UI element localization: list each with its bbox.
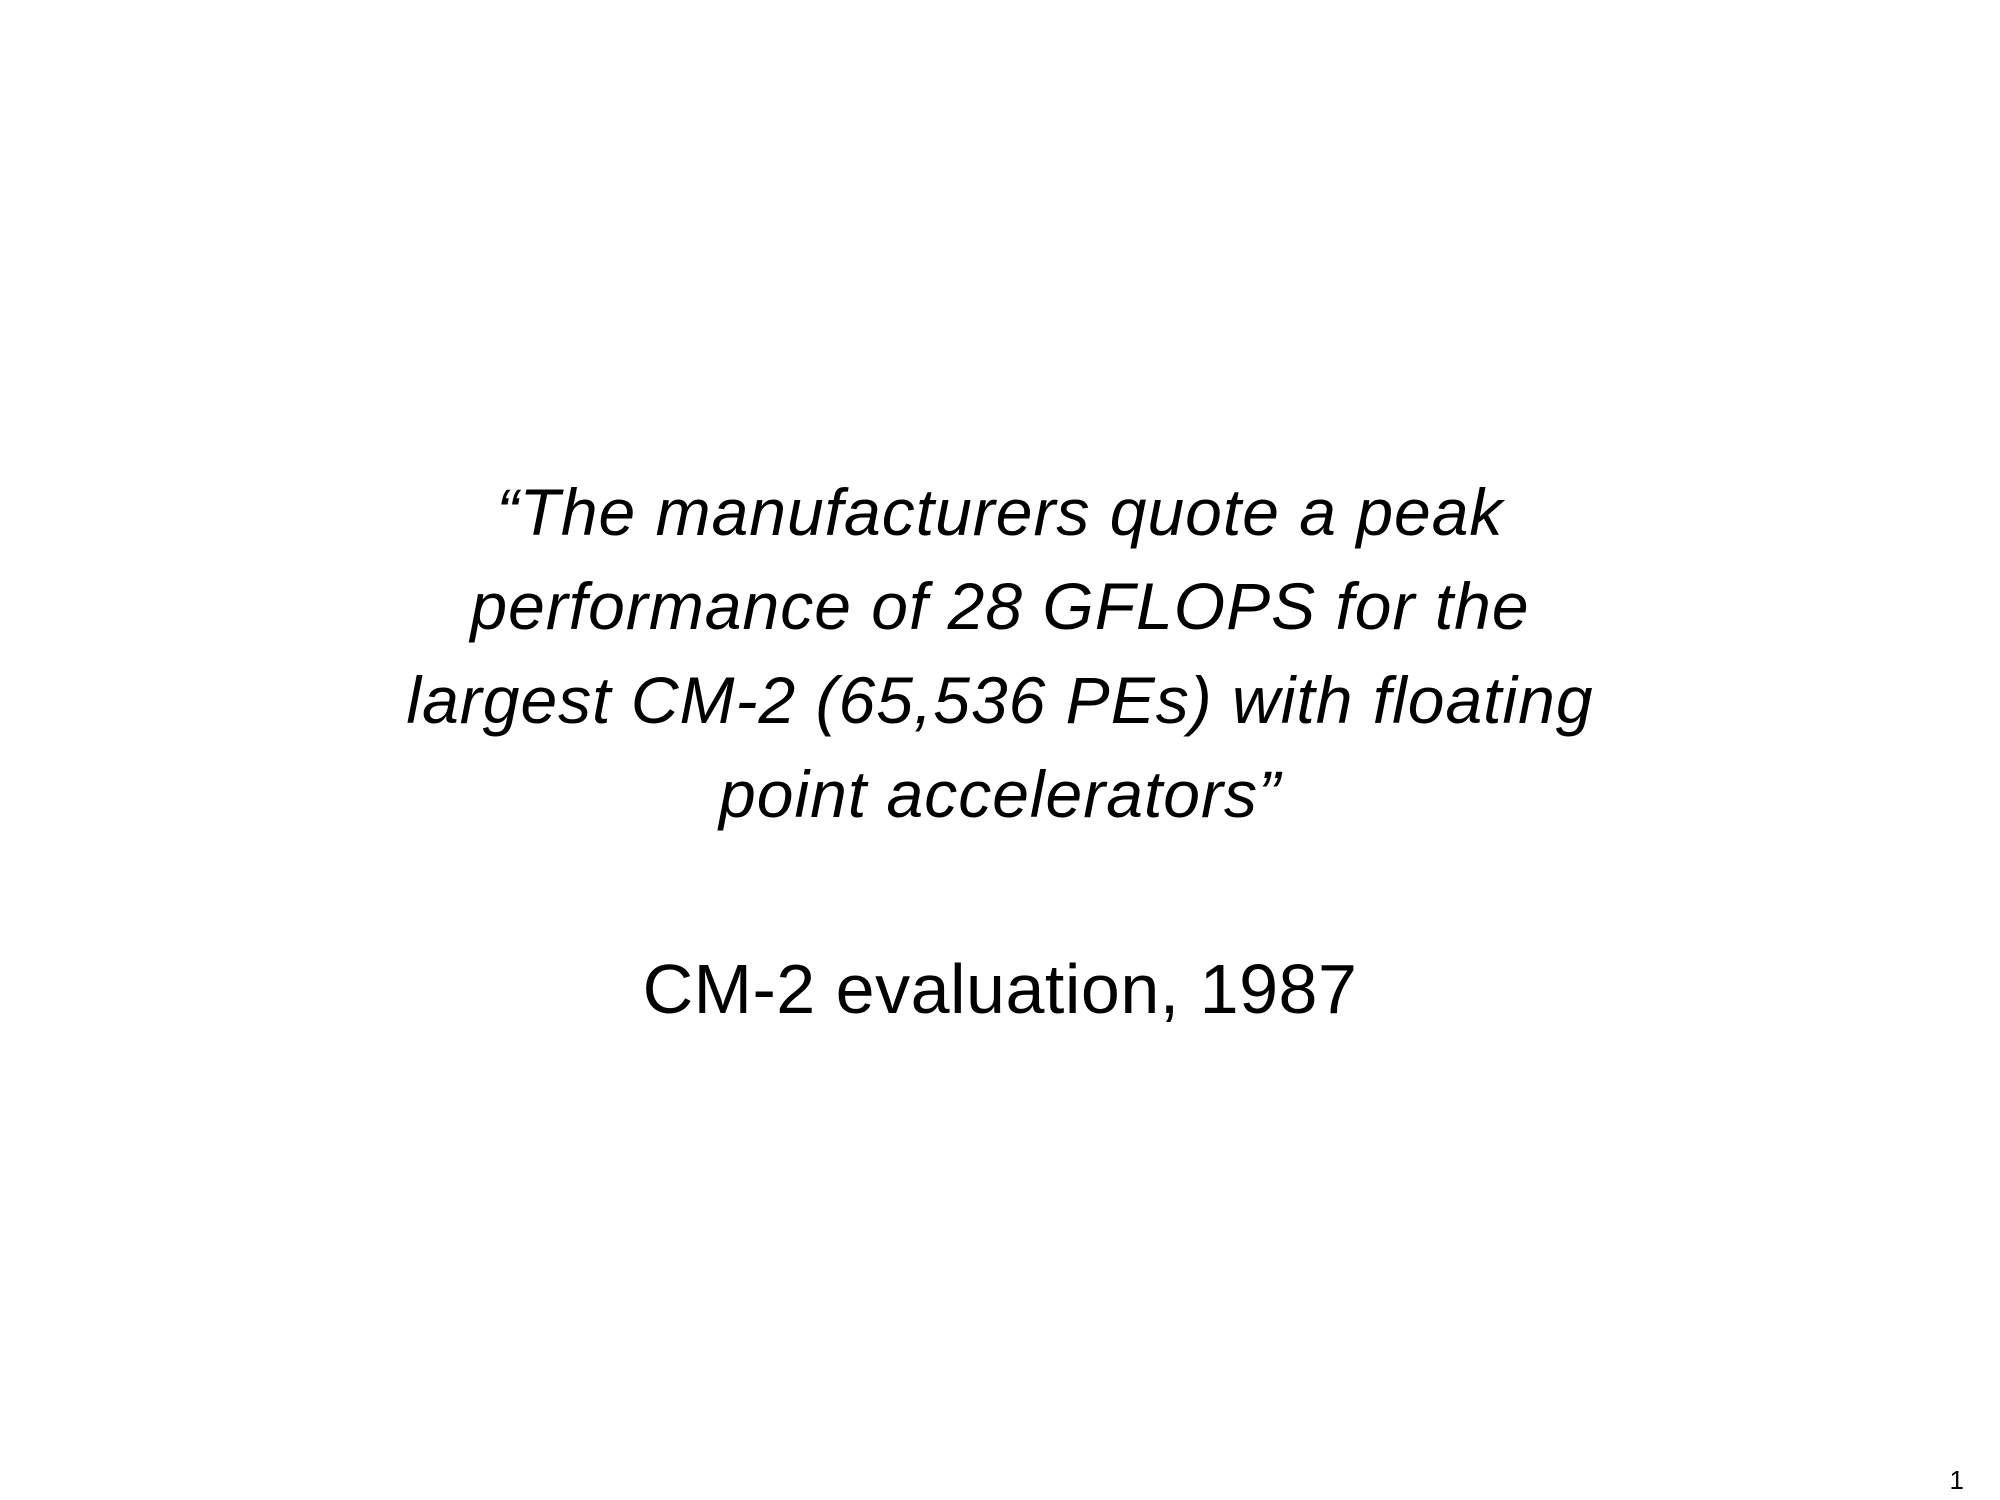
- quote-line: largest CM-2 (65,536 PEs) with floating: [406, 663, 1594, 737]
- quote-line: point accelerators”: [719, 757, 1281, 831]
- quote-line: “The manufacturers quote a peak: [496, 475, 1504, 549]
- page-number: 1: [1949, 1465, 1964, 1495]
- quote-block: “The manufacturers quote a peak performa…: [200, 465, 1800, 841]
- attribution: CM-2 evaluation, 1987: [642, 950, 1358, 1028]
- quote-line: performance of 28 GFLOPS for the: [470, 569, 1530, 643]
